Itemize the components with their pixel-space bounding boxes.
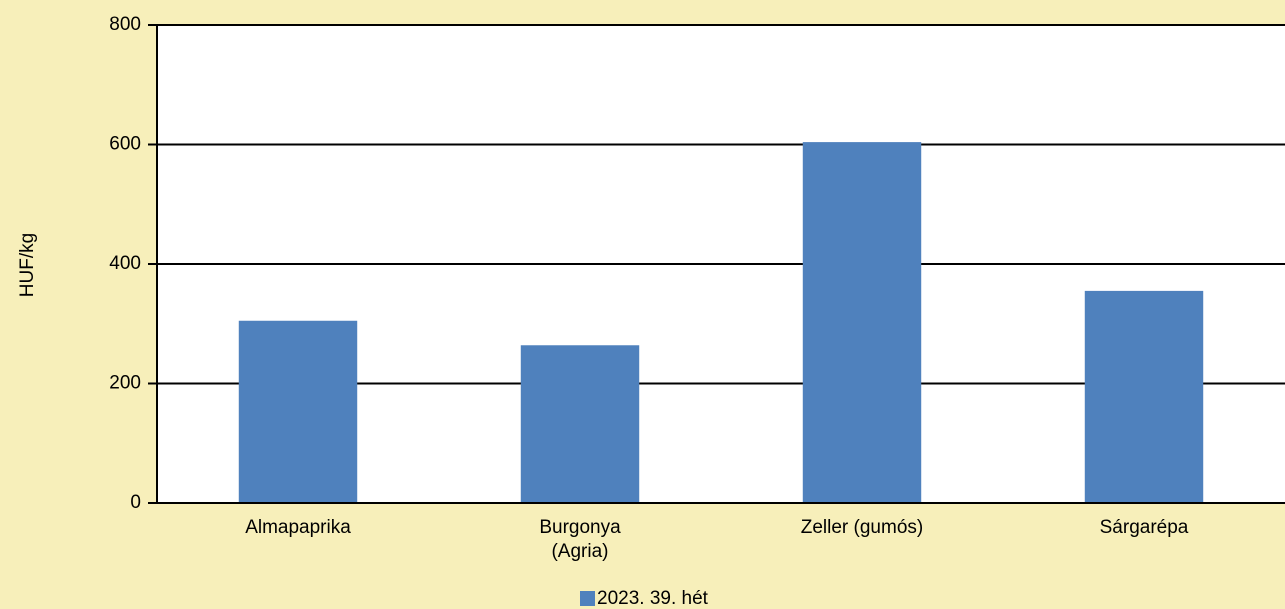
bar [802,142,922,504]
y-tick-label: 0 [130,492,141,513]
y-tick-label: 800 [109,14,141,35]
y-tick-label: 400 [109,253,141,274]
y-tick-label: 600 [109,134,141,155]
y-tick-label: 200 [109,373,141,394]
legend-swatch [580,591,595,606]
bar [238,320,358,503]
y-axis-label: HUF/kg [17,233,38,297]
x-tick-label: Burgonya (Agria) [539,517,621,562]
bar [1084,290,1204,503]
x-tick-label: Zeller (gumós) [800,517,924,538]
bar [520,345,640,503]
legend-label: 2023. 39. hét [597,588,709,609]
x-tick-label: Almapaprika [245,517,351,538]
x-tick-label: Sárgarépa [1099,517,1189,538]
